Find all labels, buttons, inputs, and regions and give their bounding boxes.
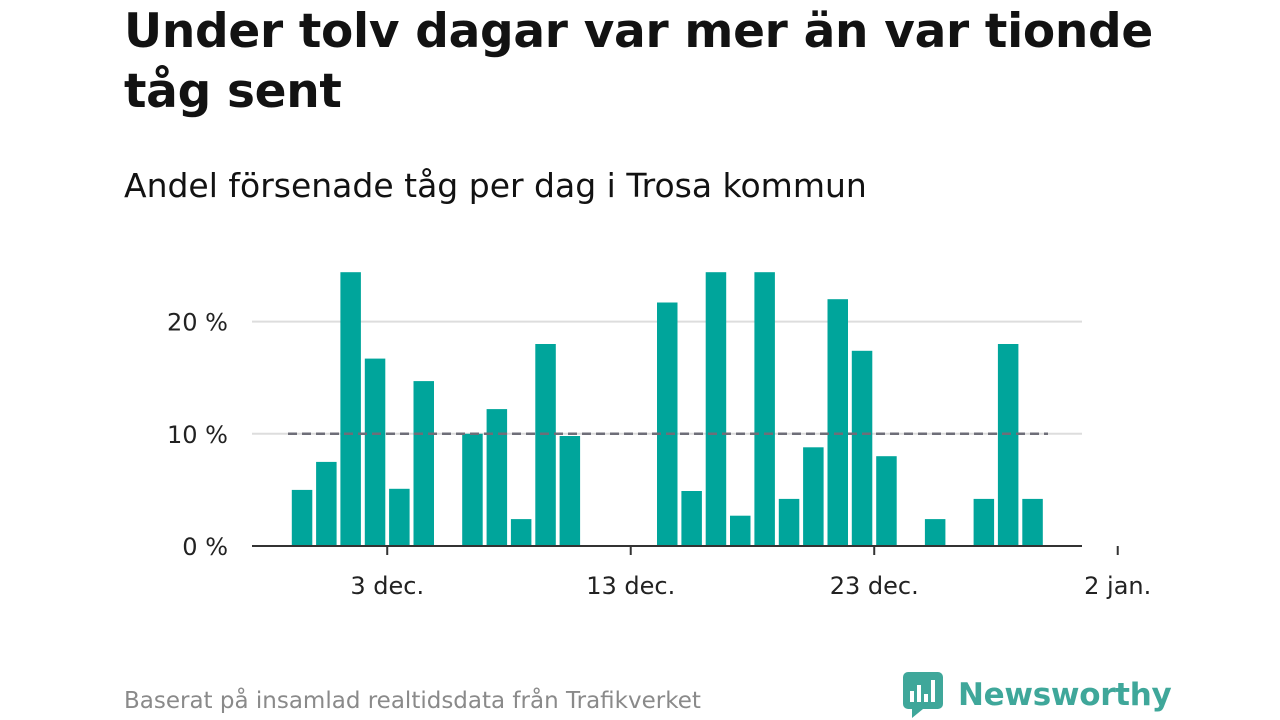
bar: [291, 489, 313, 546]
y-axis-labels: 0 % 10 % 20 %: [167, 309, 228, 561]
x-tick-label: 13 dec.: [586, 572, 675, 600]
bar: [340, 272, 361, 546]
bar: [705, 272, 727, 546]
y-tick-label: 10 %: [167, 421, 228, 449]
bar: [681, 491, 702, 546]
bar: [316, 461, 337, 546]
bars: [291, 272, 1043, 546]
bar: [535, 344, 556, 546]
y-tick-label: 20 %: [167, 309, 228, 337]
bar: [559, 436, 581, 546]
bar: [364, 358, 386, 546]
bar: [1022, 498, 1043, 546]
bar: [657, 302, 678, 546]
x-tick-label: 3 dec.: [350, 572, 424, 600]
bar: [754, 272, 775, 546]
x-tick-label: 2 jan.: [1084, 572, 1151, 600]
bar: [413, 381, 434, 546]
x-tick-label: 23 dec.: [830, 572, 919, 600]
bar: [876, 456, 897, 546]
source-note: Baserat på insamlad realtidsdata från Tr…: [124, 688, 701, 714]
bar: [851, 350, 873, 546]
bar: [827, 299, 848, 546]
bar: [510, 519, 532, 546]
bar: [778, 498, 800, 546]
bar: [973, 498, 995, 546]
newsworthy-logo-icon: [903, 672, 943, 718]
bar: [486, 409, 508, 546]
x-axis-labels: 3 dec. 13 dec. 23 dec. 2 jan.: [350, 572, 1151, 600]
bar: [462, 433, 483, 546]
bar: [924, 519, 946, 546]
y-tick-label: 0 %: [182, 533, 228, 561]
newsworthy-logo: Newsworthy: [903, 670, 1172, 720]
bar: [997, 344, 1019, 546]
bar: [803, 447, 824, 546]
x-axis: [252, 545, 1119, 555]
logo-text: Newsworthy: [958, 677, 1172, 713]
chart-title: Under tolv dagar var mer än var tionde t…: [124, 4, 1153, 119]
chart-subtitle: Andel försenade tåg per dag i Trosa komm…: [124, 166, 867, 205]
bar: [730, 515, 751, 546]
bar: [389, 488, 410, 546]
